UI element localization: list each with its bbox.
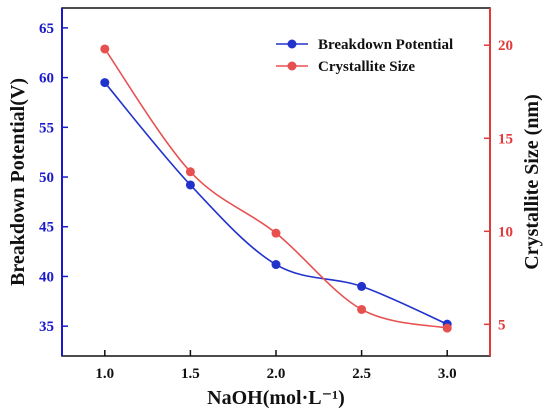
left-tick-label: 50 <box>39 170 54 186</box>
x-tick-label: 1.5 <box>181 366 200 382</box>
left-tick-label: 65 <box>39 21 54 37</box>
legend-marker-crystallite-size <box>287 61 297 71</box>
data-point-breakdown-potential <box>185 180 195 190</box>
right-tick-label: 20 <box>498 38 513 54</box>
legend: Breakdown Potential Crystallite Size <box>276 37 453 75</box>
left-tick-label: 55 <box>39 120 54 136</box>
legend-marker-breakdown-potential <box>287 39 297 49</box>
left-y-axis: 35 40 45 50 55 60 65 <box>39 8 68 356</box>
right-tick-label: 5 <box>498 317 506 333</box>
data-point-breakdown-potential <box>100 78 110 88</box>
right-tick-label: 15 <box>498 131 513 147</box>
left-tick-label: 60 <box>39 71 54 87</box>
x-tick-label: 3.0 <box>438 366 457 382</box>
legend-label-crystallite-size: Crystallite Size <box>318 59 415 75</box>
legend-label-breakdown-potential: Breakdown Potential <box>318 37 453 53</box>
left-tick-label: 35 <box>39 319 54 335</box>
data-point-breakdown-potential <box>357 281 367 291</box>
data-point-breakdown-potential <box>271 260 281 270</box>
right-y-axis: 5 10 15 20 <box>484 8 513 356</box>
x-tick-label: 2.5 <box>352 366 371 382</box>
x-axis-title: NaOH(mol·L⁻¹) <box>207 387 345 409</box>
data-point-crystallite-size <box>357 304 367 314</box>
data-point-crystallite-size <box>100 44 110 54</box>
right-tick-label: 10 <box>498 224 513 240</box>
fit-curve-breakdown-potential <box>104 82 448 325</box>
x-tick-label: 1.0 <box>95 366 114 382</box>
data-point-crystallite-size <box>185 167 195 177</box>
fit-curves <box>104 48 448 329</box>
x-axis: 1.0 1.5 2.0 2.5 3.0 <box>95 350 457 382</box>
fit-curve-crystallite-size <box>104 48 448 329</box>
left-y-axis-title: Breakdown Potential(V) <box>7 78 29 286</box>
left-tick-label: 40 <box>39 269 54 285</box>
x-tick-label: 2.0 <box>267 366 286 382</box>
right-y-axis-title: Crystallite Size (nm) <box>521 94 543 270</box>
data-point-crystallite-size <box>271 228 281 238</box>
plot-frame <box>61 7 491 357</box>
left-tick-label: 45 <box>39 220 54 236</box>
data-points <box>100 44 452 333</box>
data-point-crystallite-size <box>442 323 452 333</box>
